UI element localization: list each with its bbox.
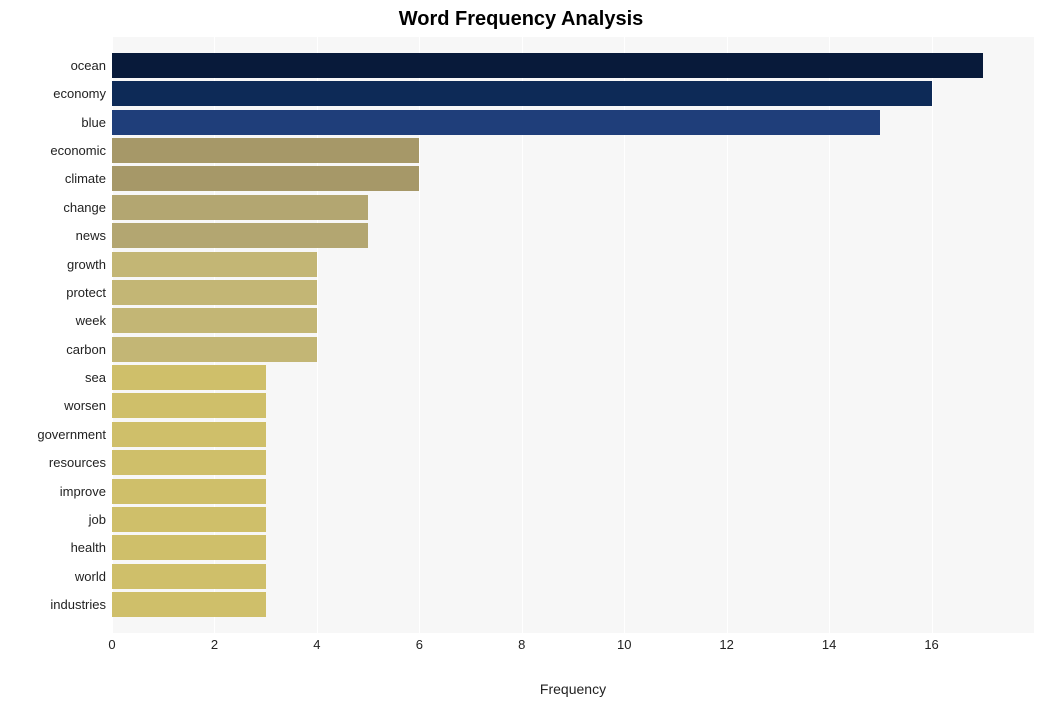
bar — [112, 166, 419, 191]
chart-title: Word Frequency Analysis — [8, 8, 1034, 31]
x-axis-tick: 10 — [617, 637, 631, 652]
y-axis-label: resources — [8, 448, 106, 476]
bar — [112, 53, 983, 78]
y-axis-label: protect — [8, 278, 106, 306]
bar-row — [112, 166, 1034, 191]
x-axis-tick: 16 — [924, 637, 938, 652]
y-axis-label: improve — [8, 477, 106, 505]
bar — [112, 535, 266, 560]
y-axis-label: sea — [8, 363, 106, 391]
y-axis-label: industries — [8, 590, 106, 618]
bar-row — [112, 53, 1034, 78]
plot-area — [112, 37, 1034, 633]
x-axis-ticks: 0246810121416 — [112, 637, 1034, 657]
bar — [112, 110, 880, 135]
y-axis-label: health — [8, 534, 106, 562]
x-axis-tick: 4 — [313, 637, 320, 652]
y-axis-label: world — [8, 562, 106, 590]
bar-row — [112, 110, 1034, 135]
y-axis-label: climate — [8, 165, 106, 193]
bar — [112, 507, 266, 532]
x-axis-tick: 14 — [822, 637, 836, 652]
bar — [112, 280, 317, 305]
x-axis-tick: 6 — [416, 637, 423, 652]
bar — [112, 592, 266, 617]
bar-row — [112, 393, 1034, 418]
y-axis-label: growth — [8, 250, 106, 278]
bar-row — [112, 308, 1034, 333]
y-axis-label: worsen — [8, 392, 106, 420]
x-axis-tick: 0 — [108, 637, 115, 652]
bar — [112, 138, 419, 163]
y-axis-label: blue — [8, 108, 106, 136]
y-axis-labels: oceaneconomyblueeconomicclimatechangenew… — [8, 37, 112, 633]
bar — [112, 450, 266, 475]
bar-row — [112, 535, 1034, 560]
bar-row — [112, 422, 1034, 447]
bar-row — [112, 280, 1034, 305]
bar — [112, 393, 266, 418]
y-axis-label: government — [8, 420, 106, 448]
bar-row — [112, 138, 1034, 163]
y-axis-label: change — [8, 193, 106, 221]
bar — [112, 195, 368, 220]
bar-row — [112, 450, 1034, 475]
bar — [112, 422, 266, 447]
bar — [112, 223, 368, 248]
y-axis-label: job — [8, 505, 106, 533]
bar-row — [112, 337, 1034, 362]
x-axis-tick: 2 — [211, 637, 218, 652]
bar — [112, 252, 317, 277]
y-axis-label: news — [8, 221, 106, 249]
bar-row — [112, 507, 1034, 532]
plot-outer: oceaneconomyblueeconomicclimatechangenew… — [8, 37, 1034, 633]
x-axis-title: Frequency — [112, 681, 1034, 697]
bar-row — [112, 365, 1034, 390]
bar — [112, 308, 317, 333]
y-axis-label: ocean — [8, 51, 106, 79]
bar-row — [112, 564, 1034, 589]
y-axis-label: economy — [8, 80, 106, 108]
bar — [112, 365, 266, 390]
chart-container: Word Frequency Analysis oceaneconomyblue… — [8, 8, 1034, 693]
bar — [112, 337, 317, 362]
bar — [112, 564, 266, 589]
bar-row — [112, 81, 1034, 106]
y-axis-label: carbon — [8, 335, 106, 363]
bar — [112, 479, 266, 504]
x-axis-tick: 8 — [518, 637, 525, 652]
bar-row — [112, 592, 1034, 617]
bar-row — [112, 223, 1034, 248]
bar — [112, 81, 932, 106]
bar-row — [112, 252, 1034, 277]
bar-row — [112, 195, 1034, 220]
bar-row — [112, 479, 1034, 504]
x-axis-tick: 12 — [719, 637, 733, 652]
y-axis-label: week — [8, 307, 106, 335]
y-axis-label: economic — [8, 136, 106, 164]
